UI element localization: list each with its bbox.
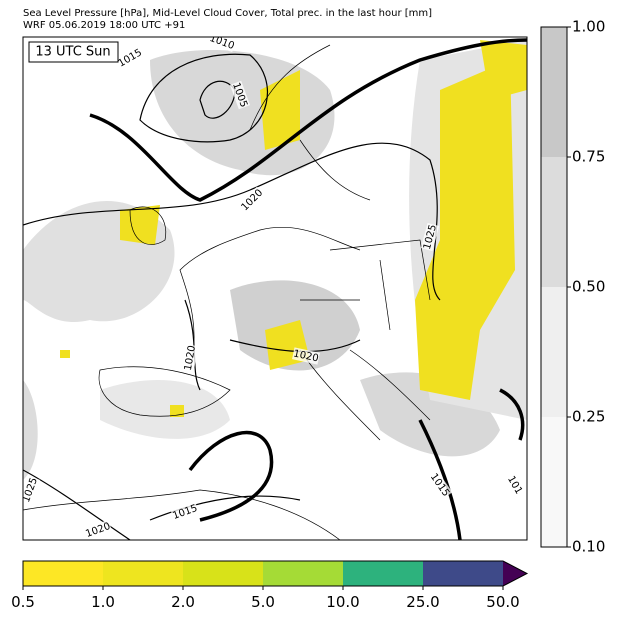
precip-tick-label: 5.0 (251, 593, 275, 611)
precip-tick-label: 2.0 (171, 593, 195, 611)
isobar-label-bg (83, 519, 113, 540)
isobar-label-bg (427, 470, 453, 500)
coastlines (23, 44, 431, 540)
isobar-label-bg (23, 475, 41, 505)
time-label: 13 UTC Sun (35, 45, 110, 60)
cloud-tick-label: 0.25 (572, 408, 605, 426)
precip-tick-label: 0.5 (11, 593, 35, 611)
isobar-label-bg (420, 222, 440, 252)
cloud-tick-label: 1.00 (572, 18, 605, 36)
cloud-colorbar: 1.00 0.75 0.50 0.25 0.10 (540, 18, 605, 556)
cloud-tick-label: 0.10 (572, 538, 605, 556)
isobar-label: 1020 (292, 348, 319, 364)
cloud-tick-label: 0.75 (572, 148, 605, 166)
map-frame (22, 36, 528, 541)
precipitation (60, 40, 527, 417)
precip-tick-label: 10.0 (326, 593, 359, 611)
isobar-label-bg (229, 80, 251, 110)
cloud-tick-label: 0.50 (572, 278, 605, 296)
isobar-label-bg (503, 470, 527, 500)
time-label-box (28, 41, 119, 63)
title-line-1: Sea Level Pressure [hPa], Mid-Level Clou… (23, 8, 432, 19)
isobar-label-bg (292, 347, 320, 365)
title-line-2: WRF 05.06.2019 18:00 UTC +91 (23, 20, 185, 31)
isobar-label-bg (238, 186, 266, 214)
precip-tick-label: 50.0 (486, 593, 519, 611)
precip-tick-label: 1.0 (91, 593, 115, 611)
isobar-label-bg (115, 46, 145, 70)
isobar-label-bg (207, 37, 237, 53)
precip-colorbar: 0.5 1.0 2.0 5.0 10.0 25.0 50.0 (11, 560, 529, 611)
precip-tick-label: 25.0 (406, 593, 439, 611)
isobar-label-bg (181, 344, 199, 372)
isobar-label: 1020 (183, 345, 198, 372)
isobar-label-bg (170, 501, 200, 523)
